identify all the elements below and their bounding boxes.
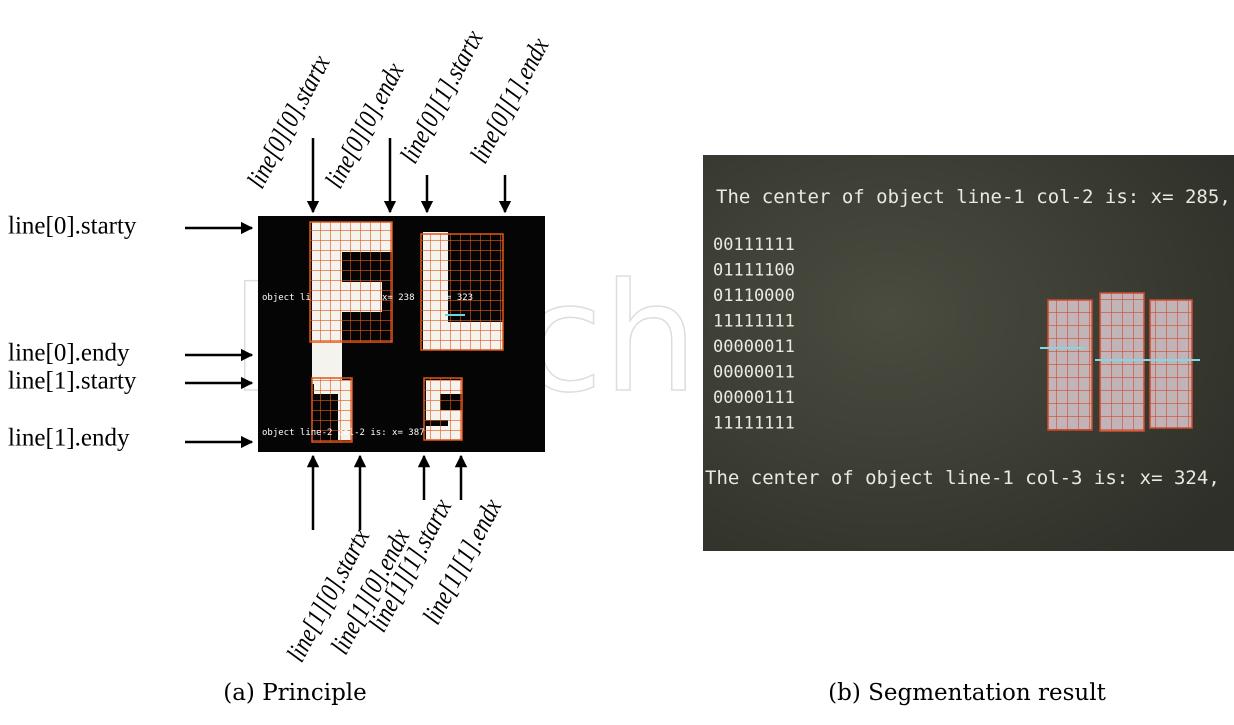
screen-text: = 323 bbox=[446, 293, 473, 303]
top-label: line[0][0].startx bbox=[242, 51, 336, 194]
binary-row: 00000011 bbox=[713, 363, 795, 383]
top-label: line[0][0].endx bbox=[320, 58, 410, 193]
left-label: line[1].starty bbox=[8, 368, 137, 395]
binary-row: 11111111 bbox=[713, 414, 795, 434]
screen-text: object line-2 col-2 is: x= 387 bbox=[262, 428, 425, 438]
binary-row: 11111111 bbox=[713, 312, 795, 332]
left-label: line[0].starty bbox=[8, 213, 137, 240]
screen-line: The center of object line-1 col-3 is: x=… bbox=[705, 467, 1220, 489]
screen-line: The center of object line-1 col-2 is: x=… bbox=[716, 186, 1234, 208]
screen-text: object li bbox=[262, 293, 311, 303]
caption: (a) Principle bbox=[223, 680, 367, 706]
left-label: line[0].endy bbox=[8, 340, 130, 367]
binary-row: 00111111 bbox=[713, 235, 795, 255]
figure: IntechOpen object li x= 238 = 323 object… bbox=[0, 0, 1234, 725]
binary-row: 00000011 bbox=[713, 337, 795, 357]
binary-row: 00000111 bbox=[713, 388, 795, 408]
screen-text: x= 238 bbox=[382, 293, 415, 303]
segmented-glyphs bbox=[1040, 293, 1200, 431]
left-label: line[1].endy bbox=[8, 425, 130, 452]
binary-row: 01111100 bbox=[713, 261, 795, 281]
caption: (b) Segmentation result bbox=[828, 680, 1106, 706]
binary-row: 01110000 bbox=[713, 286, 795, 306]
